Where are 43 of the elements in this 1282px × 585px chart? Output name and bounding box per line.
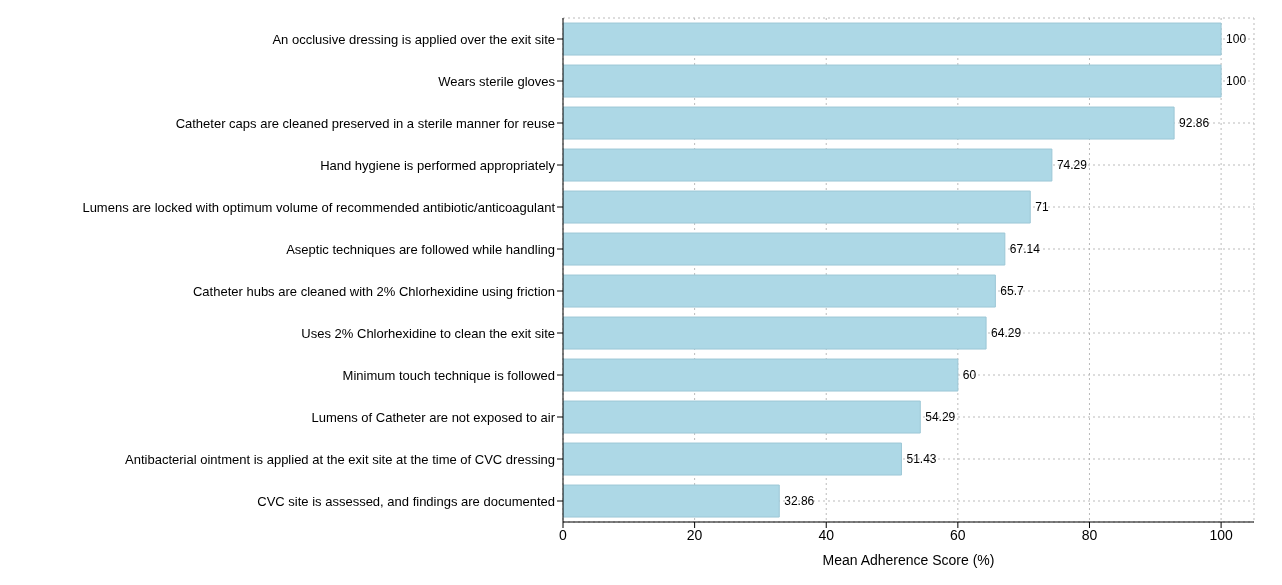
bar	[563, 316, 987, 350]
data-label: 32.86	[784, 494, 815, 509]
y-tick-label: Catheter hubs are cleaned with 2% Chlorhexidine using friction	[192, 283, 555, 299]
bar	[563, 232, 1006, 266]
y-tick-label: Lumens are locked with optimum volume of recommended antibiotic/anticoagulant	[82, 199, 556, 215]
data-label: 74.29	[1056, 158, 1088, 173]
x-tick-label: 20	[686, 526, 703, 543]
x-tick-label: 40	[818, 526, 835, 543]
y-tick-label: Wears sterile gloves	[438, 73, 556, 89]
y-tick-label: Aseptic techniques are followed while handling	[286, 241, 555, 257]
bar	[563, 400, 921, 434]
bar	[563, 64, 1222, 98]
x-tick-label: 60	[950, 526, 966, 543]
data-label: 92.86	[1179, 116, 1210, 131]
bar	[563, 358, 959, 392]
y-tick-label: Hand hygiene is performed appropriately	[320, 157, 556, 173]
y-tick-label: An occlusive dressing is applied over the exit site	[272, 31, 555, 47]
data-label: 67.14	[1009, 242, 1041, 257]
data-label: 51.43	[906, 452, 937, 467]
bar	[563, 106, 1175, 140]
data-label: 71	[1035, 200, 1049, 215]
x-tick-label: 80	[1081, 526, 1098, 543]
bar	[563, 190, 1031, 224]
y-tick-label: Catheter caps are cleaned preserved in a sterile manner for reuse	[175, 115, 555, 131]
bar	[563, 148, 1053, 182]
data-label: 64.29	[991, 326, 1022, 341]
bar	[563, 442, 902, 476]
x-tick-label: 100	[1209, 526, 1233, 543]
y-tick-label: Antibacterial ointment is applied at the exit site at the time of CVC dressing	[125, 451, 555, 467]
data-label: 100	[1226, 74, 1247, 89]
y-tick-label: Uses 2% Chlorhexidine to clean the exit site	[301, 325, 555, 341]
bar	[563, 484, 780, 518]
x-axis-title: Mean Adherence Score (%)	[822, 552, 995, 568]
data-label: 60	[962, 368, 977, 383]
data-label: 54.29	[925, 410, 956, 425]
bar	[563, 22, 1222, 56]
data-label: 100	[1226, 32, 1247, 47]
y-tick-label: Lumens of Catheter are not exposed to air	[311, 409, 556, 425]
x-tick-label: 0	[559, 526, 568, 543]
y-tick-label: Minimum touch technique is followed	[342, 367, 555, 383]
y-tick-label: CVC site is assessed, and findings are documented	[257, 493, 555, 509]
data-label: 65.7	[1000, 284, 1025, 299]
bar	[563, 274, 996, 308]
